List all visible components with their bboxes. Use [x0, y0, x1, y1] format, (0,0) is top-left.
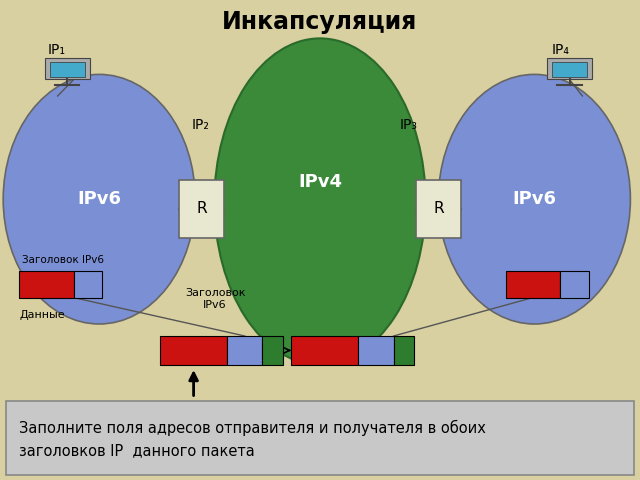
FancyBboxPatch shape	[45, 58, 90, 79]
Text: Заголовок IPv6: Заголовок IPv6	[22, 255, 104, 265]
FancyBboxPatch shape	[506, 271, 560, 298]
Text: Заголовок
IPv6: Заголовок IPv6	[185, 288, 245, 310]
Text: IPv6: IPv6	[77, 190, 121, 208]
Text: Заполните поля адресов отправителя и получателя в обоих
заголовков IP  данного п: Заполните поля адресов отправителя и пол…	[19, 420, 486, 458]
FancyBboxPatch shape	[179, 180, 224, 238]
FancyBboxPatch shape	[547, 58, 592, 79]
FancyBboxPatch shape	[19, 271, 74, 298]
FancyBboxPatch shape	[262, 336, 283, 365]
Text: Данные: Данные	[19, 310, 65, 320]
Text: IP₂: IP₂	[192, 118, 210, 132]
Text: R: R	[433, 201, 444, 216]
Text: Инкапсуляция: Инкапсуляция	[222, 10, 418, 34]
Ellipse shape	[214, 38, 426, 365]
FancyBboxPatch shape	[416, 180, 461, 238]
FancyBboxPatch shape	[6, 401, 634, 475]
Ellipse shape	[3, 74, 195, 324]
FancyBboxPatch shape	[552, 61, 587, 77]
FancyBboxPatch shape	[291, 336, 358, 365]
Ellipse shape	[438, 74, 630, 324]
Text: IP₃: IP₃	[400, 118, 418, 132]
FancyBboxPatch shape	[227, 336, 262, 365]
FancyBboxPatch shape	[560, 271, 589, 298]
Text: IP₁: IP₁	[48, 43, 66, 58]
FancyBboxPatch shape	[160, 336, 227, 365]
FancyBboxPatch shape	[50, 61, 84, 77]
Text: IPv4: IPv4	[298, 173, 342, 192]
Text: IP₄: IP₄	[552, 43, 570, 58]
Text: R: R	[196, 201, 207, 216]
FancyBboxPatch shape	[394, 336, 414, 365]
Text: IPv6: IPv6	[513, 190, 556, 208]
FancyBboxPatch shape	[358, 336, 394, 365]
FancyBboxPatch shape	[74, 271, 102, 298]
